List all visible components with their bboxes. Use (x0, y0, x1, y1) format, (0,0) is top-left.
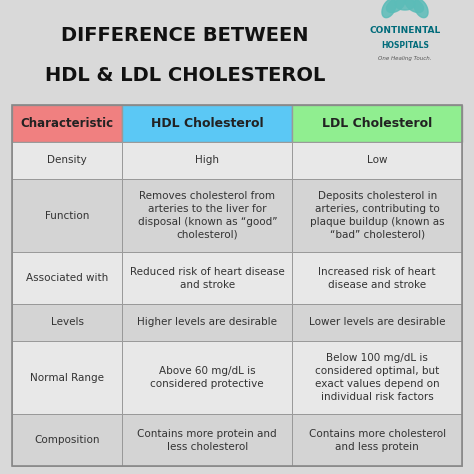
Bar (122, 304, 292, 341)
Text: Normal Range: Normal Range (30, 373, 104, 383)
Polygon shape (395, 0, 415, 10)
Text: Removes cholesterol from
arteries to the liver for
disposal (known as “good”
cho: Removes cholesterol from arteries to the… (137, 191, 277, 240)
Bar (292, 105, 462, 142)
Bar (122, 179, 292, 252)
Bar (292, 142, 462, 179)
Text: Density: Density (47, 155, 87, 165)
Bar (292, 414, 462, 466)
Text: Lower levels are desirable: Lower levels are desirable (309, 317, 446, 328)
Bar (12, 252, 122, 304)
Text: Below 100 mg/dL is
considered optimal, but
exact values depend on
individual ris: Below 100 mg/dL is considered optimal, b… (315, 354, 439, 402)
Bar (122, 105, 292, 142)
Text: High: High (195, 155, 219, 165)
Bar (12, 105, 122, 142)
Polygon shape (382, 0, 396, 18)
Text: One Healing Touch.: One Healing Touch. (378, 55, 432, 61)
Bar (12, 105, 462, 466)
Bar (12, 341, 122, 414)
Text: Increased risk of heart
disease and stroke: Increased risk of heart disease and stro… (319, 267, 436, 290)
Bar (292, 341, 462, 414)
Text: Associated with: Associated with (26, 273, 108, 283)
Text: HDL Cholesterol: HDL Cholesterol (151, 117, 264, 130)
Text: CONTINENTAL: CONTINENTAL (369, 26, 441, 35)
Text: Above 60 mg/dL is
considered protective: Above 60 mg/dL is considered protective (150, 366, 264, 389)
Text: Deposits cholesterol in
arteries, contributing to
plaque buildup (known as
“bad”: Deposits cholesterol in arteries, contri… (310, 191, 445, 240)
Bar (12, 414, 122, 466)
Text: DIFFERENCE BETWEEN: DIFFERENCE BETWEEN (61, 26, 309, 45)
Text: Low: Low (367, 155, 387, 165)
Bar (12, 142, 122, 179)
Bar (12, 304, 122, 341)
Text: Higher levels are desirable: Higher levels are desirable (137, 317, 277, 328)
Text: Contains more cholesterol
and less protein: Contains more cholesterol and less prote… (309, 429, 446, 452)
Polygon shape (414, 0, 428, 18)
Text: Levels: Levels (51, 317, 83, 328)
Text: LDL Cholesterol: LDL Cholesterol (322, 117, 432, 130)
Bar (292, 179, 462, 252)
Bar (292, 304, 462, 341)
Polygon shape (386, 0, 405, 12)
Text: Reduced risk of heart disease
and stroke: Reduced risk of heart disease and stroke (130, 267, 285, 290)
Polygon shape (405, 0, 423, 12)
Bar (12, 179, 122, 252)
Text: HDL & LDL CHOLESTEROL: HDL & LDL CHOLESTEROL (45, 65, 325, 84)
Bar (122, 341, 292, 414)
Text: Composition: Composition (35, 435, 100, 445)
Text: HOSPITALS: HOSPITALS (381, 40, 429, 49)
Bar (122, 252, 292, 304)
Bar (122, 414, 292, 466)
Text: Contains more protein and
less cholesterol: Contains more protein and less cholester… (137, 429, 277, 452)
Text: Function: Function (45, 210, 89, 220)
Bar (292, 252, 462, 304)
Bar (122, 142, 292, 179)
Text: Characteristic: Characteristic (20, 117, 114, 130)
